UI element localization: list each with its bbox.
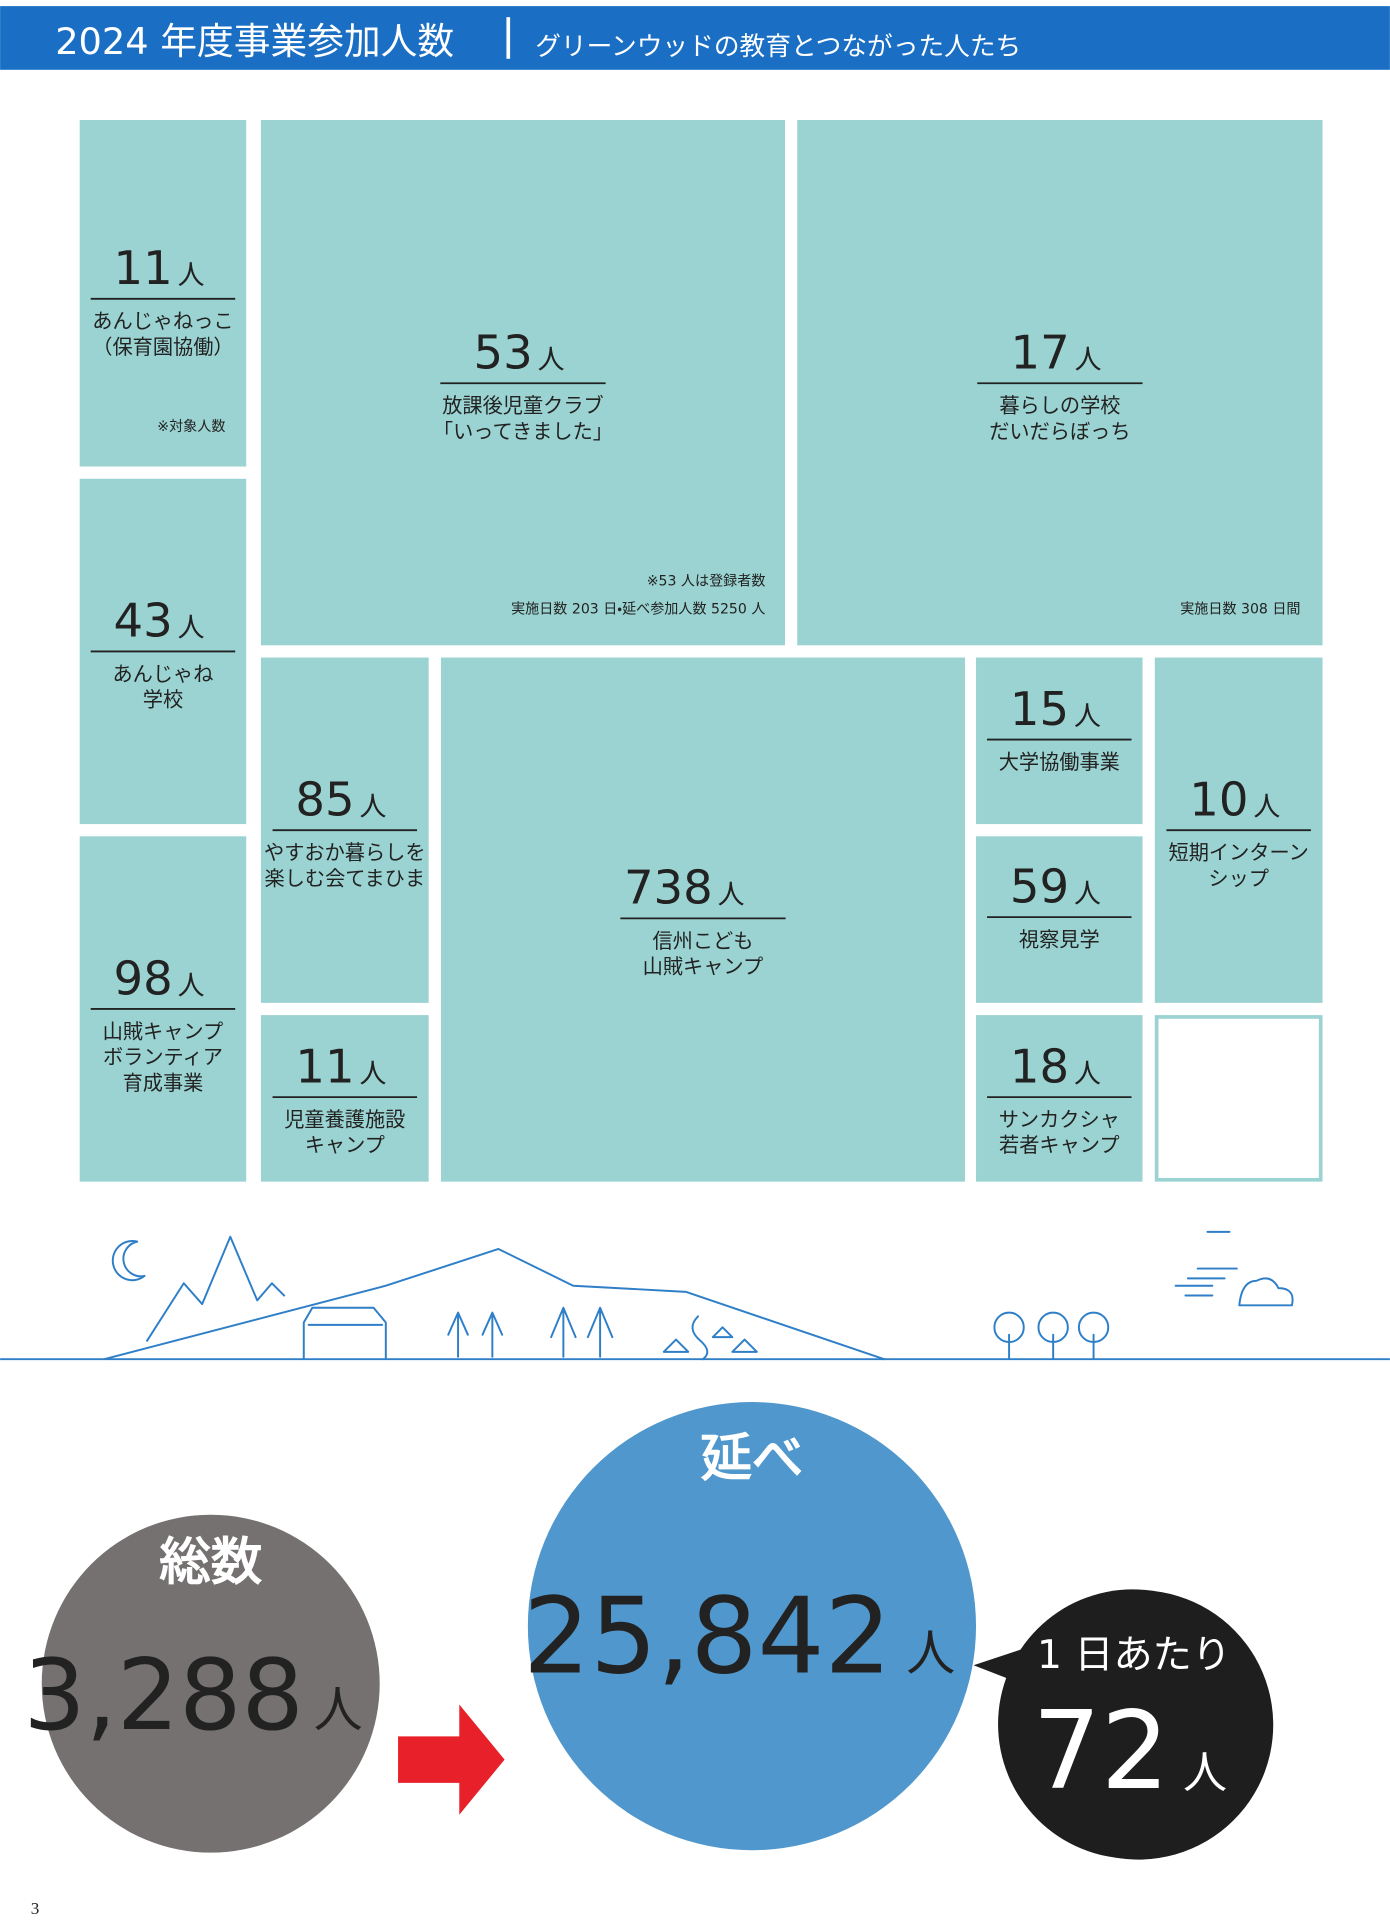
tile-unit: 人 — [1075, 345, 1102, 376]
tile — [976, 1015, 1143, 1182]
total-count: 3,288 — [23, 1639, 303, 1753]
tile-name: 育成事業 — [123, 1071, 204, 1095]
tents — [662, 1315, 758, 1361]
tile-note: ※53 人は登録者数 — [647, 573, 766, 589]
tile-name: （保育園協働） — [92, 335, 233, 359]
per-day-count: 72 — [1032, 1689, 1169, 1814]
tile-count: 17 — [1010, 326, 1069, 380]
tile-name: 放課後児童クラブ — [442, 394, 604, 418]
per-day-label: 1 日あたり — [1037, 1633, 1231, 1678]
cumulative-count: 25,842 — [523, 1575, 891, 1698]
page-number: 3 — [31, 1899, 40, 1918]
tile-name: サンカクシャ — [999, 1108, 1120, 1132]
cumulative-circle — [527, 1402, 977, 1851]
tile-note: ※対象人数 — [157, 419, 225, 435]
tile-count: 15 — [1010, 682, 1069, 736]
mountains — [146, 1235, 286, 1342]
tile-count: 43 — [114, 594, 173, 648]
per-day-circle — [998, 1589, 1268, 1859]
tile-name: 視察見学 — [1019, 928, 1100, 952]
lodge — [302, 1306, 387, 1361]
tile-count: 98 — [114, 951, 173, 1005]
total-unit: 人 — [314, 1682, 363, 1739]
tile-count: 18 — [1010, 1039, 1069, 1093]
landscape — [0, 1230, 1390, 1361]
tile — [440, 657, 966, 1182]
tile-unit: 人 — [718, 880, 745, 911]
tile — [79, 120, 247, 467]
tile-name: 大学協働事業 — [999, 750, 1120, 774]
tile-unit: 人 — [1074, 878, 1101, 909]
hill — [103, 1248, 886, 1361]
clouds — [1174, 1230, 1294, 1307]
empty-tile — [1154, 1015, 1323, 1182]
tile-name: 山賊キャンプ — [103, 1019, 224, 1043]
tile-note: 実施日数 203 日・延べ参加人数 5250 人 — [511, 601, 765, 617]
tile-name: 山賊キャンプ — [643, 954, 764, 978]
per-day-unit: 人 — [1183, 1748, 1227, 1799]
tree-trunks — [1008, 1333, 1095, 1361]
tile-name: やすおか暮らしを — [264, 841, 426, 865]
tile-count: 738 — [624, 861, 713, 915]
tile-unit: 人 — [1253, 792, 1280, 823]
tile-name: 楽しむ会てまひま — [265, 866, 426, 890]
tile — [976, 657, 1143, 825]
tile-name: 短期インターン — [1169, 841, 1309, 865]
tile-count: 53 — [474, 326, 533, 380]
tile-name: キャンプ — [305, 1133, 385, 1157]
tile — [260, 1015, 429, 1182]
cumulative-unit: 人 — [906, 1625, 955, 1682]
header-subtitle: グリーンウッドの教育とつながった人たち — [535, 32, 1021, 62]
tile-name: ボランティア — [103, 1045, 223, 1069]
tile-unit: 人 — [178, 260, 205, 291]
tile-unit: 人 — [1074, 701, 1101, 732]
tile-name: だいだらぼっち — [989, 419, 1130, 443]
tile-name: 暮らしの学校 — [999, 394, 1120, 418]
round-tree — [1077, 1311, 1110, 1344]
tile-unit: 人 — [359, 1058, 386, 1089]
tile-count: 85 — [295, 773, 354, 827]
tile-unit: 人 — [538, 345, 565, 376]
tile-name: 若者キャンプ — [999, 1133, 1120, 1157]
trees — [447, 1306, 614, 1358]
tile-count: 11 — [295, 1039, 354, 1093]
tile-name: 学校 — [143, 688, 183, 712]
tile-unit: 人 — [178, 613, 205, 644]
tile-note: 実施日数 308 日間 — [1180, 601, 1300, 617]
cumulative-label: 延べ — [701, 1429, 804, 1489]
tile-name: シップ — [1208, 866, 1269, 890]
tile-name: 「いってきました」 — [433, 419, 613, 443]
tile-name: あんじゃね — [112, 662, 213, 686]
tile-name: 信州こども — [652, 929, 753, 953]
tile-unit: 人 — [178, 970, 205, 1001]
tile — [976, 836, 1143, 1003]
tile-unit: 人 — [1074, 1058, 1101, 1089]
tile-unit: 人 — [359, 792, 386, 823]
round-tree — [1037, 1311, 1069, 1344]
moon — [111, 1240, 146, 1282]
arrow — [398, 1704, 505, 1815]
tile-count: 11 — [114, 241, 173, 295]
total-label: 総数 — [159, 1533, 262, 1593]
tile-count: 59 — [1010, 859, 1069, 913]
tile-name: 児童養護施設 — [284, 1108, 405, 1132]
header-bar — [0, 6, 1390, 70]
header-title: 2024 年度事業参加人数 — [55, 20, 454, 63]
round-tree — [993, 1311, 1025, 1344]
total-circle — [41, 1514, 380, 1853]
tile-count: 10 — [1189, 773, 1248, 827]
tile-name: あんじゃねっこ — [92, 309, 233, 333]
